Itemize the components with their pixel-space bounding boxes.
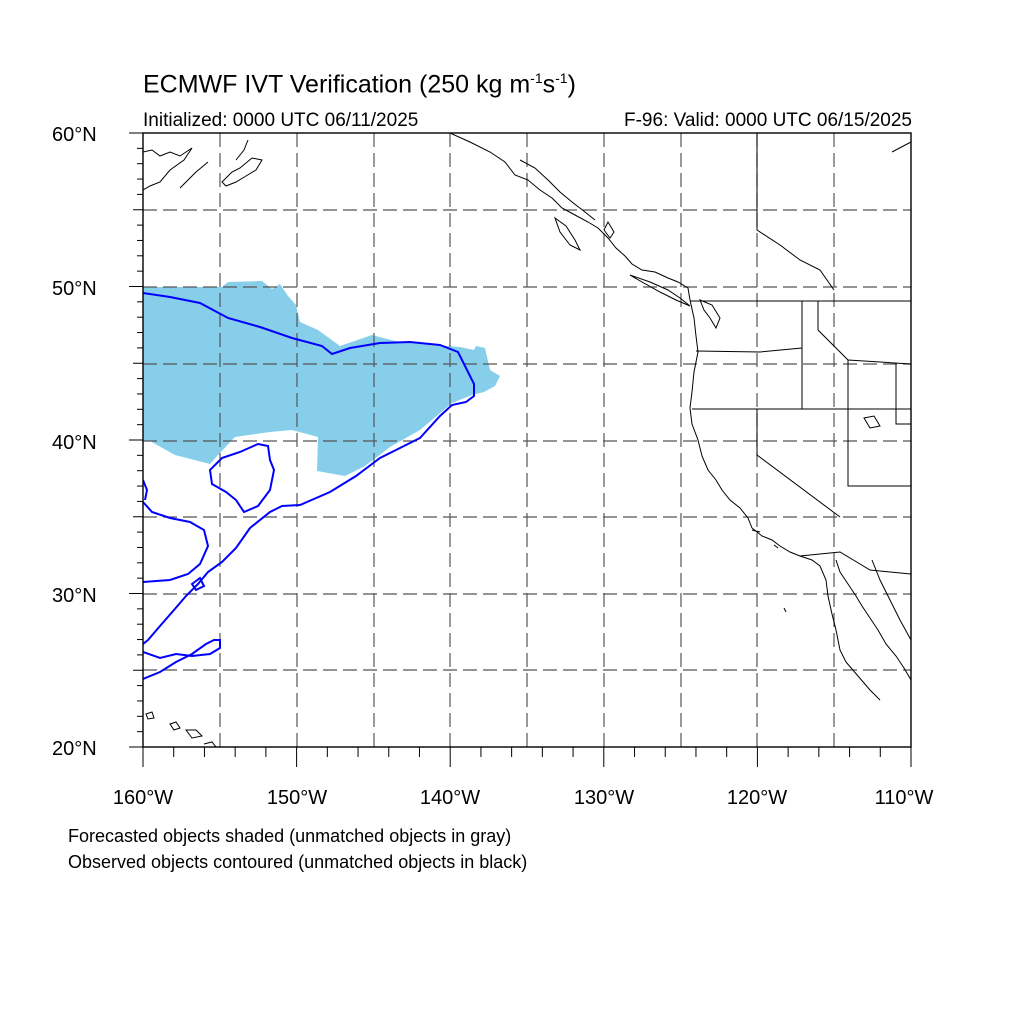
coastlines (143, 133, 911, 747)
lon-label: 150°W (267, 787, 327, 809)
map-title: ECMWF IVT Verification (250 kg m-1s-1) (143, 70, 576, 99)
longitude-labels: 160°W 150°W 140°W 130°W 120°W 110°W (113, 787, 934, 809)
graticule (143, 133, 911, 747)
lat-label: 20°N (52, 738, 97, 760)
observed-objects (143, 292, 475, 680)
latitude-labels: 60°N 50°N 40°N 30°N 20°N (52, 124, 97, 760)
axis-ticks (129, 132, 912, 767)
lon-label: 120°W (727, 787, 787, 809)
initialized-time: Initialized: 0000 UTC 06/11/2025 (143, 110, 419, 131)
lat-label: 50°N (52, 278, 97, 300)
forecast-object (143, 281, 500, 476)
lon-label: 110°W (875, 787, 934, 809)
lat-label: 40°N (52, 432, 97, 454)
footnote-observed: Observed objects contoured (unmatched ob… (68, 852, 528, 872)
lon-label: 160°W (113, 787, 173, 809)
lat-label: 60°N (52, 124, 97, 146)
lat-label: 30°N (52, 585, 97, 607)
lon-label: 140°W (420, 787, 480, 809)
footnote-forecast: Forecasted objects shaded (unmatched obj… (68, 826, 512, 846)
valid-time: F-96: Valid: 0000 UTC 06/15/2025 (624, 110, 912, 131)
lon-label: 130°W (574, 787, 634, 809)
